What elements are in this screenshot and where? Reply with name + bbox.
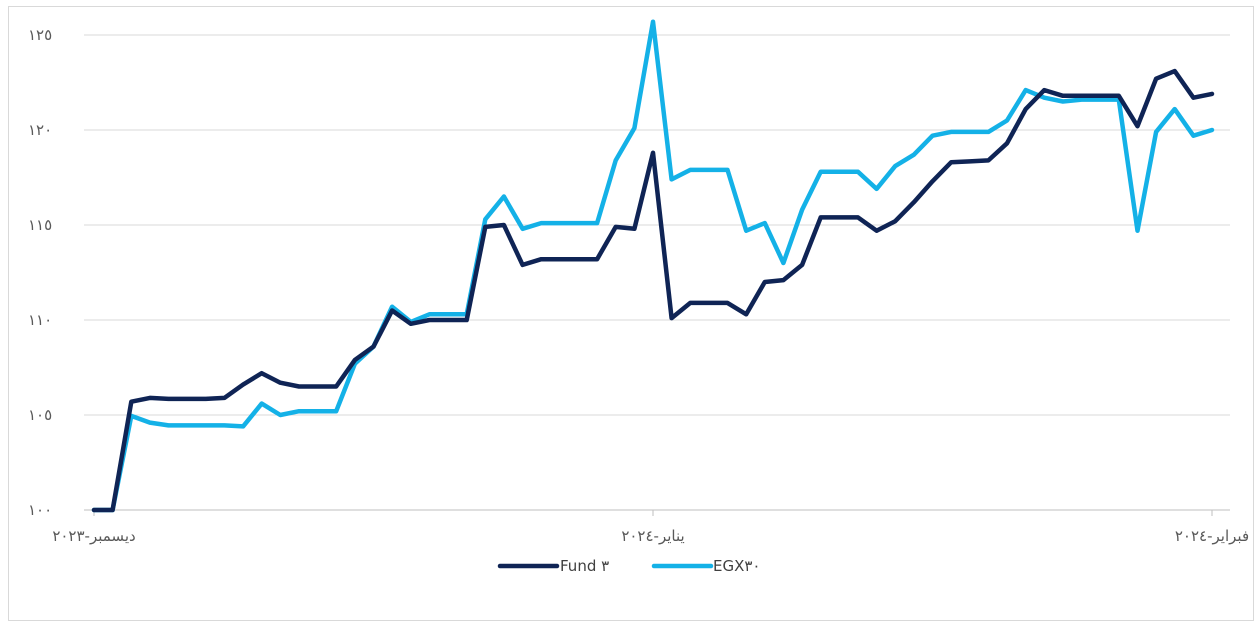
y-tick-label: ١٢٠	[28, 121, 52, 139]
x-axis: ديسمبر-٢٠٢٣ يناير-٢٠٢٤ فبراير-٢٠٢٤	[52, 510, 1249, 545]
series-lines	[91, 19, 1215, 513]
y-axis-ticks: ١٠٠ ١٠٥ ١١٠ ١١٥ ١٢٠ ١٢٥	[28, 26, 52, 519]
legend-label: Fund ٣	[560, 557, 609, 575]
chart-frame	[8, 6, 1254, 621]
series-line	[91, 68, 1215, 513]
grid-lines	[84, 34, 1230, 511]
series-line	[91, 19, 1215, 513]
x-tick-label: ديسمبر-٢٠٢٣	[52, 527, 135, 545]
y-tick-label: ١٢٥	[28, 26, 52, 44]
y-tick-label: ١٠٥	[28, 406, 52, 424]
legend-label: EGX٣٠	[713, 557, 761, 575]
x-tick-label: فبراير-٢٠٢٤	[1175, 527, 1249, 545]
y-tick-label: ١٠٠	[28, 501, 52, 519]
legend: Fund ٣ EGX٣٠	[497, 557, 761, 575]
y-tick-label: ١١٥	[28, 216, 52, 234]
y-tick-label: ١١٠	[28, 311, 52, 329]
x-tick-label: يناير-٢٠٢٤	[621, 527, 684, 545]
